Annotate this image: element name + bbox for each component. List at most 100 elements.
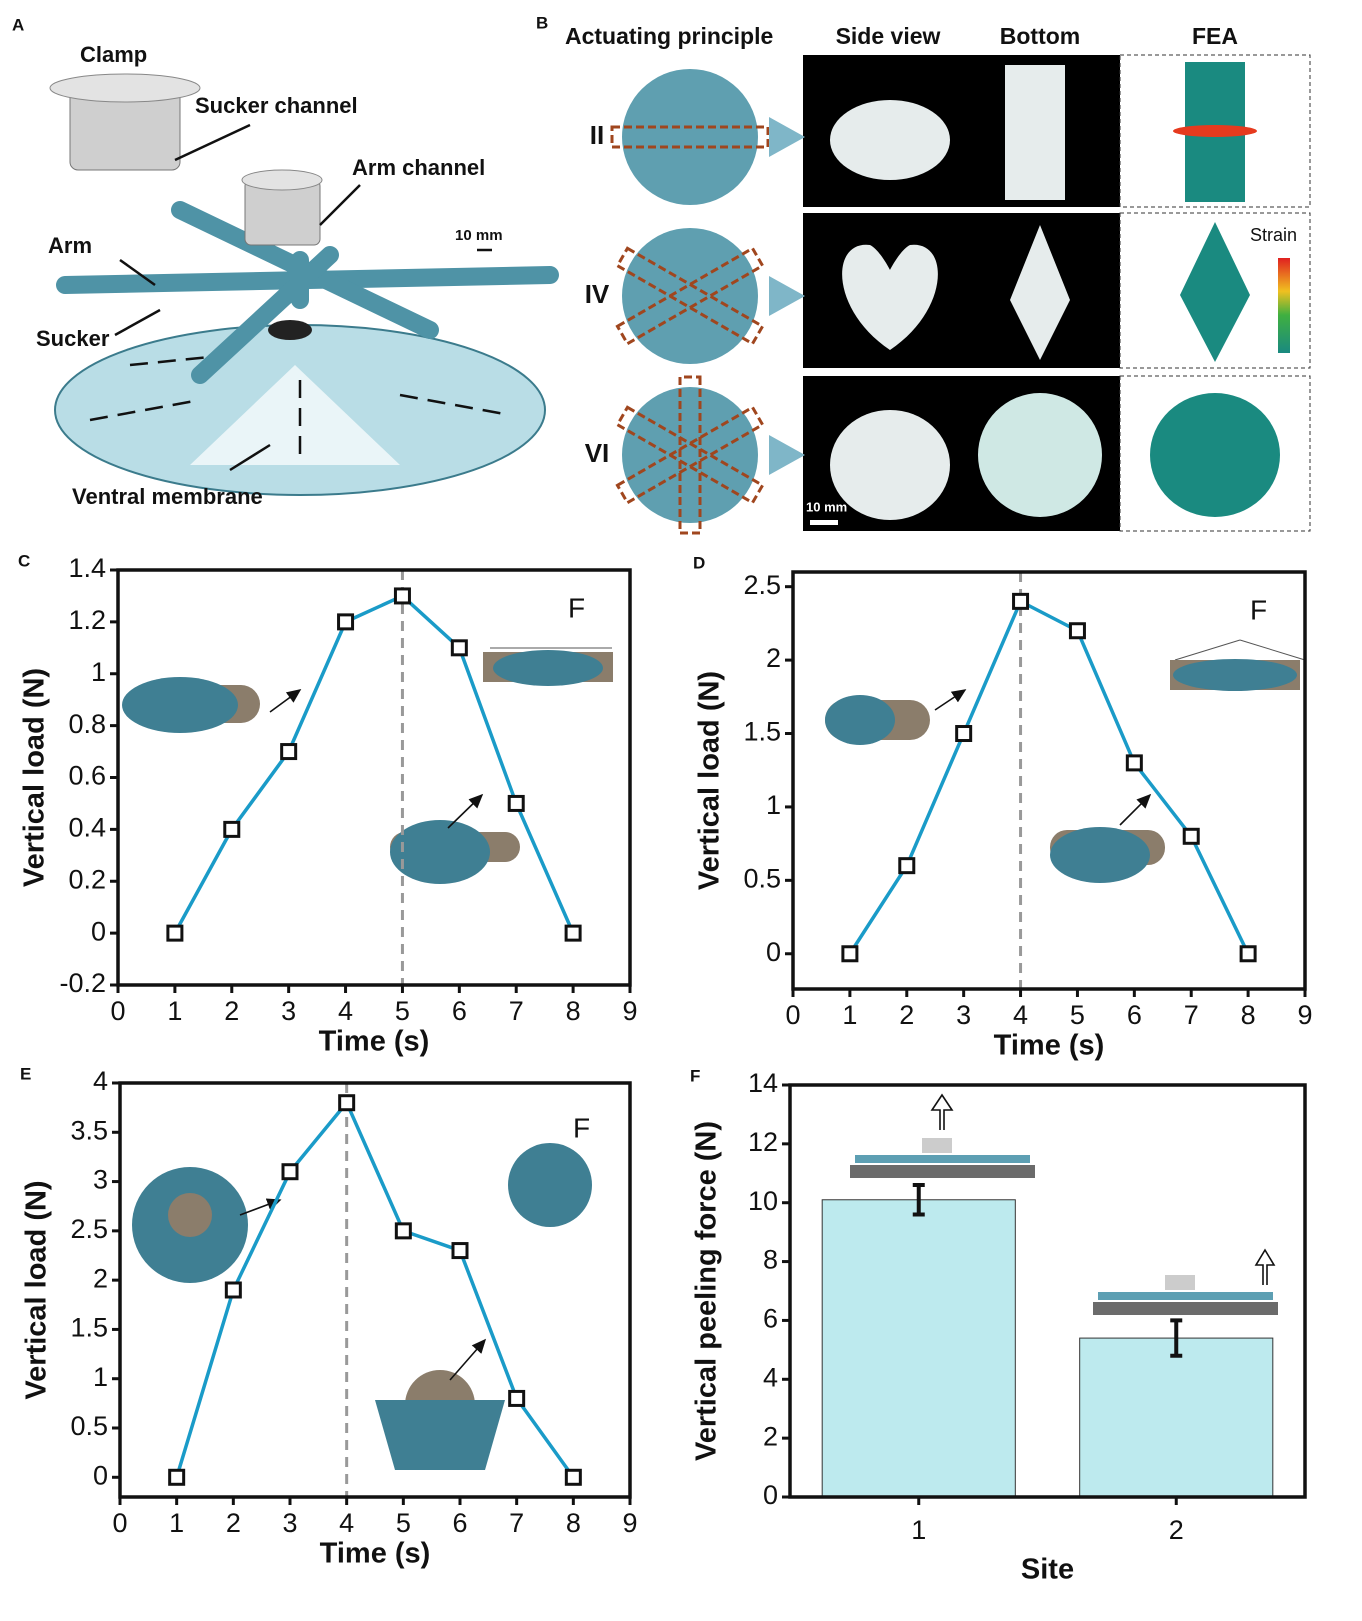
annotation: F (568, 592, 585, 623)
y-tick-label: 12 (748, 1127, 778, 1157)
y-tick-label: 2 (763, 1421, 778, 1451)
y-tick-label: 0 (93, 1460, 108, 1490)
x-tick-label: 9 (1297, 1000, 1312, 1030)
x-tick-label: 1 (167, 996, 182, 1026)
x-tick-label: 2 (226, 1508, 241, 1538)
y-tick-label: 4 (93, 1066, 108, 1096)
scale-bar (810, 520, 838, 525)
label: Ventral membrane (72, 484, 263, 509)
x-tick-label: 4 (1013, 1000, 1028, 1030)
annotation: F (1250, 594, 1267, 625)
inset-c1 (122, 677, 260, 733)
inset-c3 (483, 648, 613, 686)
bar (822, 1200, 1015, 1497)
y-tick-label: 2.5 (70, 1214, 108, 1244)
y-tick-label: 10 (748, 1186, 778, 1216)
y-tick-label: 6 (763, 1304, 778, 1334)
marker (453, 1244, 467, 1258)
y-tick-label: 3 (93, 1165, 108, 1195)
column-header: Bottom (1000, 23, 1080, 49)
marker (396, 1224, 410, 1238)
panel-letter: D (693, 553, 705, 572)
panel-letter: A (12, 15, 24, 34)
y-tick-label: 0.8 (68, 709, 106, 739)
x-tick-label: 4 (339, 1508, 354, 1538)
line (175, 596, 573, 933)
y-tick-label: 1 (766, 790, 781, 820)
inset-d2 (1050, 827, 1165, 883)
y-tick-label: 2 (766, 643, 781, 673)
disk (622, 228, 758, 364)
marker (282, 745, 296, 759)
plot-frame (793, 572, 1305, 989)
x-tick-label: 1 (842, 1000, 857, 1030)
fea-shape (1150, 393, 1280, 517)
x-tick-label: 7 (1184, 1000, 1199, 1030)
bottom-view (978, 393, 1102, 517)
marker (843, 947, 857, 961)
y-axis-label: Vertical load (N) (19, 668, 51, 887)
panel-letter: E (20, 1064, 31, 1083)
column-header: Actuating principle (565, 23, 773, 49)
plot-frame (118, 570, 630, 985)
column-header: Side view (836, 23, 941, 49)
x-tick-label: 3 (956, 1000, 971, 1030)
clamp-top (50, 74, 200, 102)
x-tick-label: 9 (622, 996, 637, 1026)
inset-e2 (508, 1143, 592, 1227)
x-tick-label: 1 (169, 1508, 184, 1538)
y-tick-label: 1 (91, 657, 106, 687)
y-tick-label: 1.5 (743, 717, 781, 747)
marker (339, 615, 353, 629)
panel-a: A Clamp Sucker channel Arm channel 10 mm… (12, 15, 550, 508)
inset-e1 (132, 1167, 248, 1283)
marker (1127, 756, 1141, 770)
y-tick-label: 0 (766, 937, 781, 967)
inset-f1 (850, 1138, 1035, 1178)
x-tick-label: 4 (338, 996, 353, 1026)
x-tick-label: 6 (1127, 1000, 1142, 1030)
x-tick-label: 3 (281, 996, 296, 1026)
marker (957, 727, 971, 741)
arrows (770, 137, 797, 455)
y-tick-label: 0 (91, 916, 106, 946)
label: Clamp (80, 42, 147, 67)
marker (340, 1096, 354, 1110)
y-tick-label: 0.6 (68, 761, 106, 791)
x-tick-label: 5 (396, 1508, 411, 1538)
y-tick-label: -0.2 (59, 968, 106, 998)
marker (226, 1283, 240, 1297)
x-axis-label: Time (s) (319, 1026, 430, 1058)
row: 10 mm VI (585, 376, 1310, 533)
x-axis-label: Site (1021, 1554, 1074, 1586)
x-tick-label: 2 (224, 996, 239, 1026)
marker (510, 1391, 524, 1405)
x-tick-label: 7 (509, 996, 524, 1026)
y-tick-label: 2 (93, 1263, 108, 1293)
row-label: II (590, 120, 604, 150)
y-tick-label: 1.5 (70, 1313, 108, 1343)
panel-letter: C (18, 551, 30, 570)
y-tick-label: 14 (748, 1068, 778, 1098)
marker (1184, 829, 1198, 843)
marker (283, 1165, 297, 1179)
marker (1241, 947, 1255, 961)
label: Arm (48, 233, 92, 258)
x-tick-label: 0 (785, 1000, 800, 1030)
label: Sucker (36, 326, 110, 351)
y-tick-label: 0.5 (743, 863, 781, 893)
center-hub (268, 320, 312, 340)
y-tick-label: 1 (93, 1362, 108, 1392)
panel-b: B Actuating principle Side view Bottom F… (536, 13, 1310, 533)
label: Arm channel (352, 155, 485, 180)
row-label: VI (585, 438, 610, 468)
scale-label: 10 mm (455, 227, 503, 244)
marker (509, 796, 523, 810)
row: Strain IV (585, 213, 1310, 368)
marker (170, 1470, 184, 1484)
bar (1080, 1338, 1273, 1497)
side-view (830, 100, 950, 180)
y-tick-label: 1.2 (68, 605, 106, 635)
marker (566, 1470, 580, 1484)
x-axis-label: Time (s) (320, 1538, 431, 1570)
